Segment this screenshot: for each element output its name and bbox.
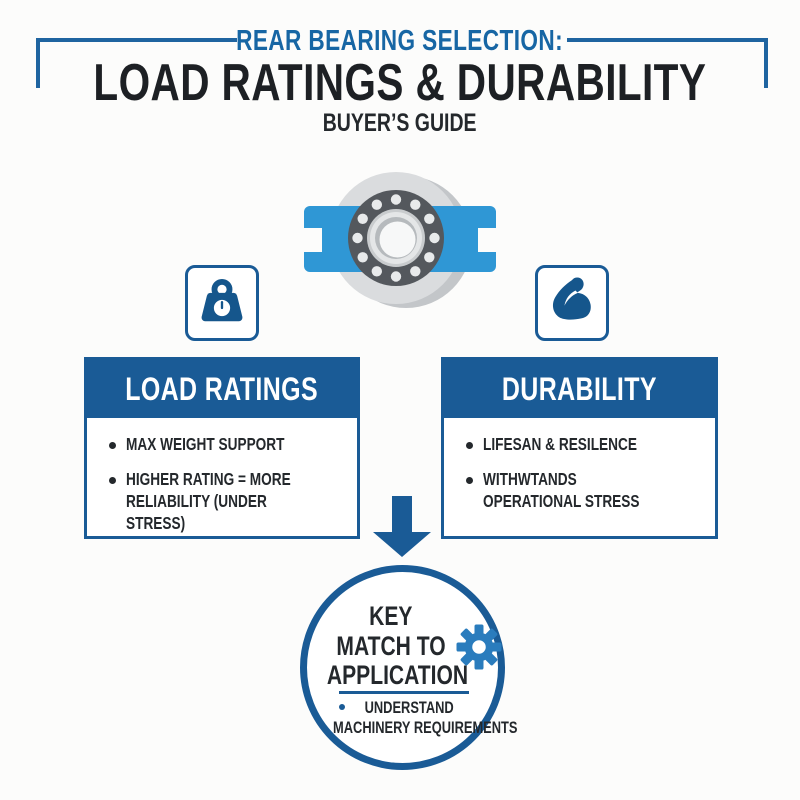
list-item: LIFESAN & RESILENCE <box>460 434 705 456</box>
conclusion-circle: KEY MATCH TO APPLICATION UNDERSTAND MAC <box>300 565 518 770</box>
list-item: MAX WEIGHT SUPPORT <box>103 434 347 456</box>
gear-icon <box>452 620 506 674</box>
panel-load-ratings: LOAD RATINGS MAX WEIGHT SUPPORT HIGHER R… <box>84 357 360 539</box>
bullet-dot <box>466 476 473 484</box>
bullet-dot <box>466 442 473 449</box>
bullet-text: HIGHER RATING = MORE RELIABILITY (UNDER … <box>126 468 291 533</box>
page-title: LOAD RATINGS & DURABILITY <box>93 54 707 112</box>
panel-load-ratings-heading: LOAD RATINGS <box>87 360 357 418</box>
bullet-dot <box>338 704 345 711</box>
conclusion-divider <box>339 691 469 694</box>
load-ratings-bullet-list: MAX WEIGHT SUPPORT HIGHER RATING = MORE … <box>103 434 347 535</box>
page-subtitle: BUYER’S GUIDE <box>323 109 477 137</box>
bullet-text: LIFESAN & RESILENCE <box>483 434 637 454</box>
weight-icon <box>193 272 251 335</box>
list-item: HIGHER RATING = MORE RELIABILITY (UNDER … <box>103 469 347 535</box>
frame-bracket-left <box>36 38 237 88</box>
header-kicker: REAR BEARING SELECTION: <box>236 25 564 57</box>
bullet-text: WITHWTANDS OPERATIONAL STRESS <box>483 468 640 511</box>
bearing-illustration <box>298 166 502 314</box>
frame-bracket-right <box>567 38 768 88</box>
bullet-dot <box>109 476 116 484</box>
durability-bullet-list: LIFESAN & RESILENCE WITHWTANDS OPERATION… <box>460 434 705 513</box>
load-ratings-icon-chip <box>185 265 259 341</box>
bullet-text: MAX WEIGHT SUPPORT <box>126 434 285 454</box>
panel-durability-heading: DURABILITY <box>444 360 715 418</box>
conclusion-title: KEY MATCH TO APPLICATION <box>326 601 469 691</box>
list-item: WITHWTANDS OPERATIONAL STRESS <box>460 469 705 513</box>
durability-icon-chip <box>535 265 609 341</box>
bearing-graphic <box>304 172 496 308</box>
panel-durability: DURABILITY LIFESAN & RESILENCE WITHWTAND… <box>441 357 718 539</box>
conclusion-note: UNDERSTAND MACHINERY REQUIREMENTS <box>333 699 518 737</box>
flexed-arm-icon <box>543 272 601 335</box>
down-arrow-icon <box>371 496 433 558</box>
bullet-dot <box>109 442 116 449</box>
